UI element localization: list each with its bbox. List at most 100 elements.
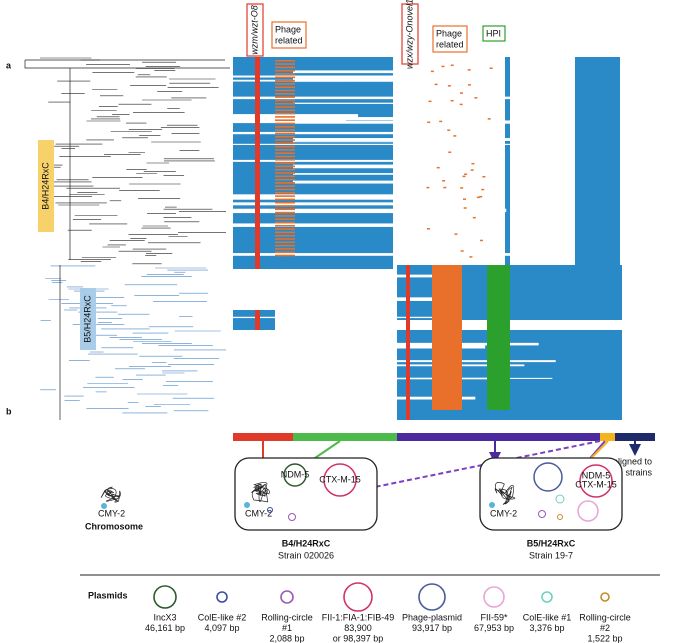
legend-label: 2,088 bp xyxy=(269,633,304,643)
phage-dot xyxy=(450,64,454,67)
annotations: wzm/wzt-O8 wzx/wzy-Onovel1PhagerelatedPha… xyxy=(6,0,660,643)
legend-label: 1,522 bp xyxy=(587,633,622,643)
phage-dot xyxy=(427,121,431,124)
phage-dot xyxy=(426,186,430,189)
phage-dot xyxy=(442,180,446,182)
label-box xyxy=(482,25,506,42)
legend-label: #2 xyxy=(600,623,610,633)
phage-dot xyxy=(471,162,475,165)
phage-stripe xyxy=(275,195,295,197)
legend-plasmid xyxy=(600,592,610,602)
gene: CMY-2 xyxy=(245,508,272,518)
block xyxy=(575,57,620,267)
legend-plasmid xyxy=(280,590,294,604)
cmy-dot xyxy=(244,502,250,508)
cell xyxy=(479,457,623,531)
cmy-dot xyxy=(489,502,495,508)
gap xyxy=(293,138,518,141)
gene: CMY-2 xyxy=(98,508,125,518)
panel-label: b xyxy=(6,406,12,416)
region-label: Phage xyxy=(275,24,301,34)
phage-stripe xyxy=(275,112,295,115)
gap xyxy=(233,119,347,124)
phage-dot xyxy=(459,103,463,106)
phage-stripe xyxy=(275,79,295,82)
phage-dot xyxy=(454,233,458,235)
legend-plasmid xyxy=(153,585,177,609)
gap xyxy=(233,194,433,197)
phage-dot xyxy=(430,70,434,73)
gap xyxy=(233,364,525,367)
phage-stripe xyxy=(275,168,295,171)
phage-stripe xyxy=(275,162,295,164)
gap xyxy=(293,195,501,199)
gap xyxy=(293,102,407,104)
gene: NDM-5 xyxy=(281,469,310,479)
genome-bar xyxy=(600,433,615,441)
phage-stripe xyxy=(275,129,295,131)
gap xyxy=(233,297,433,301)
phage-dot xyxy=(450,99,454,102)
phage-dot xyxy=(476,196,480,199)
phage-dot xyxy=(487,118,491,120)
panel-label: a xyxy=(6,60,12,70)
phage-stripe xyxy=(275,208,295,211)
phage-dot xyxy=(479,195,483,198)
phage-stripe xyxy=(275,231,295,234)
phage-dot xyxy=(436,166,440,169)
phage-stripe xyxy=(275,228,295,230)
label-box xyxy=(271,21,307,49)
gap xyxy=(293,173,490,175)
phage-stripe xyxy=(275,96,295,98)
phage-stripe xyxy=(275,175,295,178)
gap xyxy=(293,70,487,74)
legend-plasmid xyxy=(343,582,373,612)
phage-dot xyxy=(470,169,474,171)
gap xyxy=(233,131,462,135)
gap xyxy=(233,75,487,78)
chromosome-icon xyxy=(251,482,270,503)
phage-dot xyxy=(434,83,438,86)
gap xyxy=(233,396,476,400)
gene: CTX-M-15 xyxy=(319,474,361,484)
gap xyxy=(233,96,517,100)
phage-dot xyxy=(428,100,432,103)
wzm-column xyxy=(255,310,260,330)
gap xyxy=(233,344,375,348)
phage-dot xyxy=(479,239,483,242)
region-label: Phage xyxy=(436,28,462,38)
legend-label: ColE-like #1 xyxy=(523,612,572,622)
region-label: HPI xyxy=(486,28,501,38)
gap xyxy=(233,316,453,319)
legend-plasmid xyxy=(418,583,446,611)
phage-stripe xyxy=(275,198,295,201)
phage-stripe xyxy=(275,241,295,244)
cell-name: B5/H24RxC xyxy=(527,538,576,548)
gap xyxy=(233,208,507,213)
phage-dot xyxy=(460,250,464,252)
gap xyxy=(293,274,438,278)
phage-block xyxy=(432,265,462,410)
gap xyxy=(293,342,539,346)
note: Not aligned to xyxy=(596,456,652,466)
legend-label: 83,900 xyxy=(344,623,372,633)
chromosome-icon xyxy=(494,482,516,505)
phage-stripe xyxy=(275,83,295,85)
block xyxy=(233,310,275,330)
phage-dot xyxy=(482,175,486,178)
phage-dot xyxy=(426,228,430,230)
phage-stripe xyxy=(275,99,295,102)
label-box xyxy=(246,3,264,57)
gap xyxy=(233,117,503,121)
gene: CTX-M-15 xyxy=(575,479,617,489)
legend-label: IncX3 xyxy=(153,612,176,622)
phage-stripe xyxy=(275,172,295,174)
label-box xyxy=(401,3,419,65)
phage-dot xyxy=(489,67,493,69)
phage-stripe xyxy=(275,135,295,138)
phage-dot xyxy=(447,129,451,131)
legend-plasmid xyxy=(483,586,505,608)
gap xyxy=(293,377,553,379)
gap xyxy=(293,180,434,184)
